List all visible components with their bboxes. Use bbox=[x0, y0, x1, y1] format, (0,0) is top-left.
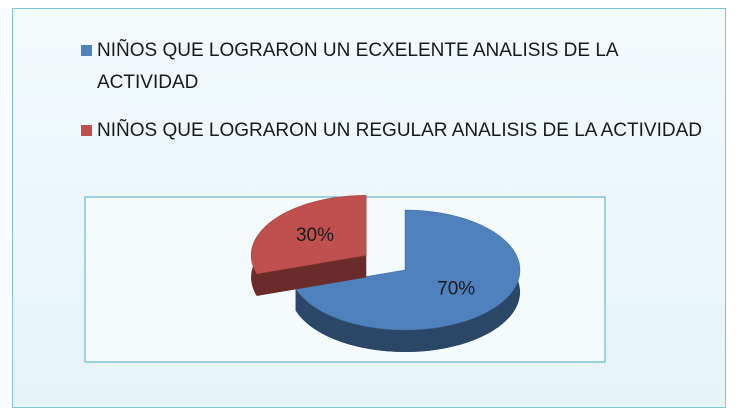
legend-swatch bbox=[81, 45, 92, 56]
data-label: 70% bbox=[437, 278, 475, 299]
slice-face bbox=[256, 255, 367, 296]
slice bbox=[295, 209, 521, 331]
legend-swatch bbox=[81, 125, 92, 136]
legend-label: NIÑOS QUE LOGRARON UN REGULAR ANALISIS D… bbox=[97, 120, 702, 141]
data-label: 30% bbox=[296, 225, 334, 246]
legend-label: NIÑOS QUE LOGRARON UN ECXELENTE ANALISIS… bbox=[97, 40, 618, 93]
slice bbox=[250, 195, 367, 275]
